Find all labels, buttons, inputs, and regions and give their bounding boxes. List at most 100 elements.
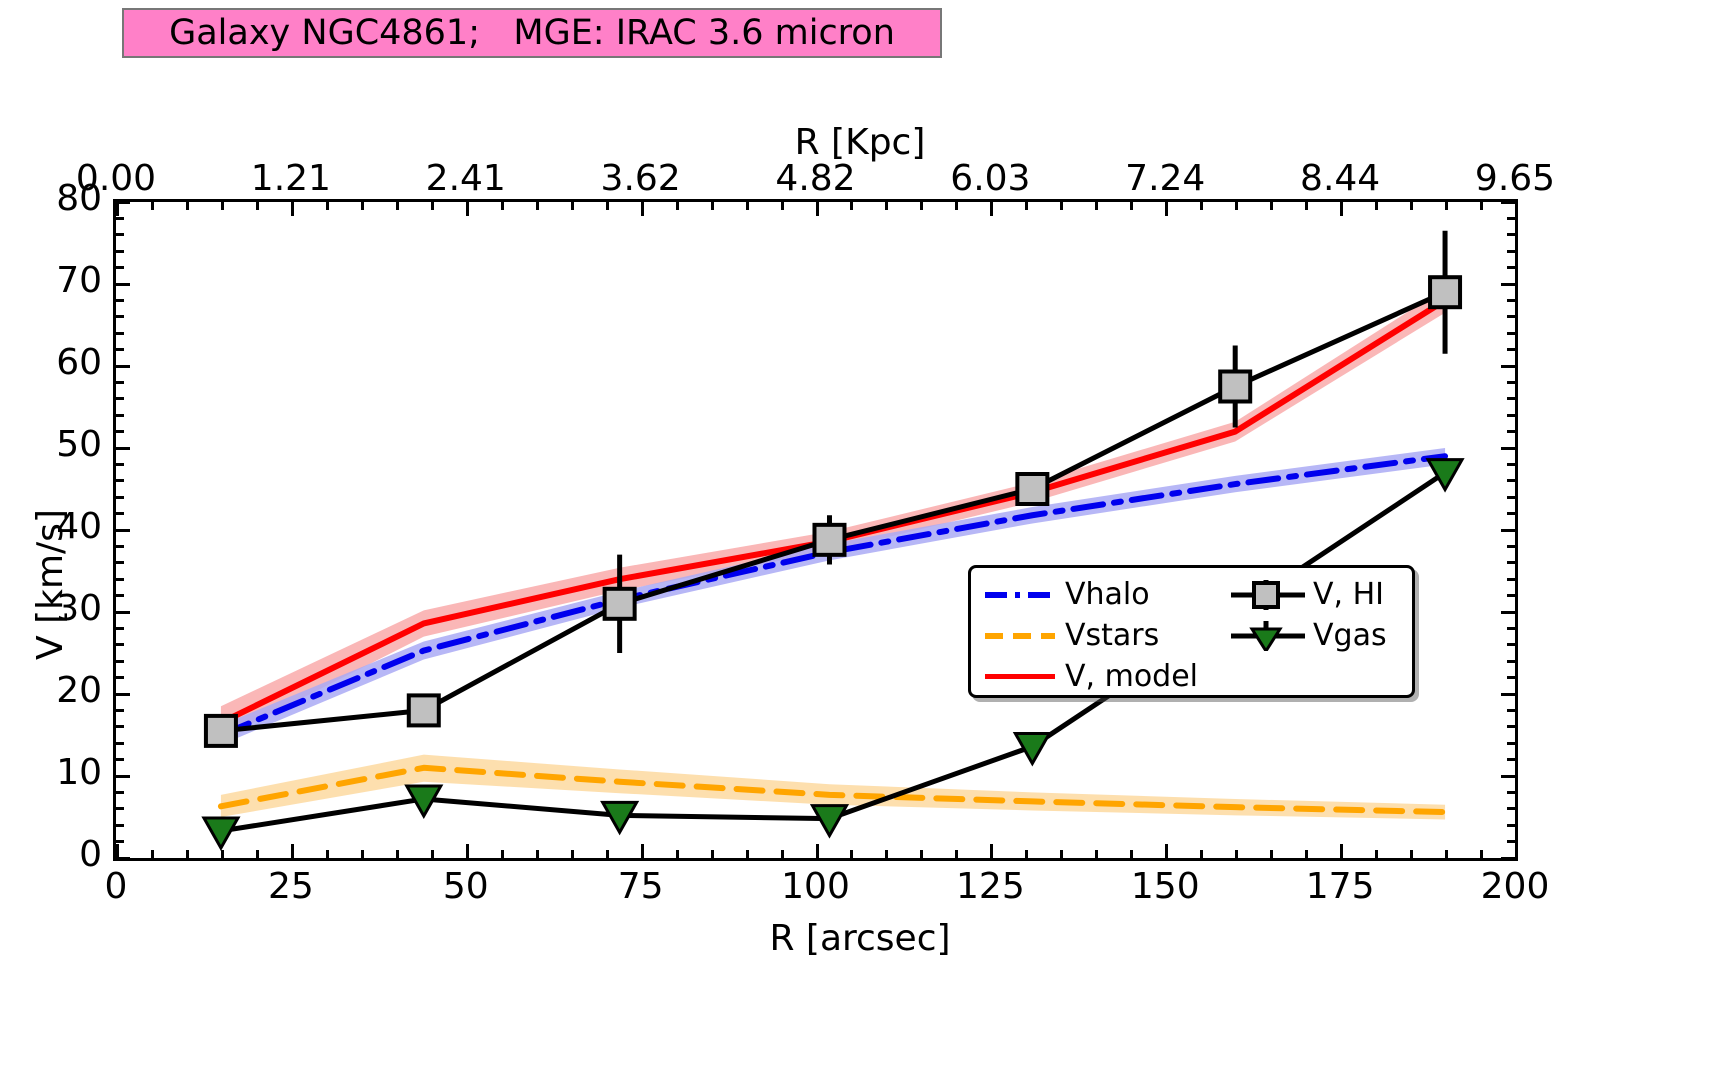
tick-mark	[1507, 479, 1515, 483]
tick-mark	[710, 850, 714, 858]
tick-mark	[955, 850, 959, 858]
tick-mark	[116, 216, 124, 220]
tick-mark	[116, 266, 124, 270]
tick-mark	[500, 202, 504, 210]
tick-mark	[116, 725, 124, 729]
tick-mark	[675, 850, 679, 858]
tick-label: 4.82	[775, 158, 856, 199]
legend-label: Vhalo	[1065, 577, 1150, 612]
tick-mark	[1501, 774, 1515, 778]
tick-mark	[395, 850, 399, 858]
tick-mark	[815, 202, 819, 216]
tick-mark	[116, 758, 124, 762]
legend-swatch	[981, 662, 1059, 692]
tick-mark	[465, 202, 469, 216]
tick-mark	[116, 544, 124, 548]
tick-mark	[116, 512, 124, 516]
tick-mark	[116, 676, 124, 680]
tick-mark	[1507, 725, 1515, 729]
tick-label: 175	[1305, 866, 1375, 907]
tick-mark	[325, 202, 329, 210]
tick-mark	[1507, 348, 1515, 352]
tick-mark	[1375, 202, 1379, 210]
tick-mark	[1507, 840, 1515, 844]
legend-line-dashed	[985, 632, 1055, 639]
tick-mark	[116, 807, 124, 811]
tick-mark	[1235, 850, 1239, 858]
tick-mark	[1501, 200, 1515, 204]
band-vhalo	[220, 448, 1446, 745]
legend-item: Vgas	[1229, 615, 1409, 656]
tick-label: 8.44	[1300, 158, 1381, 199]
legend-marker-triangle	[1231, 620, 1305, 654]
legend-label: V, model	[1065, 659, 1199, 694]
tick-label: 9.65	[1474, 158, 1556, 199]
tick-mark	[116, 315, 124, 319]
tick-mark	[116, 643, 124, 647]
tick-mark	[325, 850, 329, 858]
tick-mark	[990, 202, 994, 216]
legend-item: Vhalo	[981, 574, 1221, 615]
tick-mark	[116, 495, 124, 499]
tick-mark	[1480, 202, 1484, 210]
tick-mark	[1305, 202, 1309, 210]
tick-mark	[1501, 610, 1515, 614]
tick-mark	[1095, 202, 1099, 210]
tick-mark	[430, 850, 434, 858]
tick-mark	[1507, 331, 1515, 335]
tick-mark	[1340, 202, 1344, 216]
tick-mark	[1507, 430, 1515, 434]
tick-mark	[780, 850, 784, 858]
tick-mark	[1501, 692, 1515, 696]
legend-item: Vstars	[981, 615, 1221, 656]
tick-label: 80	[56, 178, 102, 219]
tick-mark	[640, 202, 644, 216]
tick-mark	[290, 844, 294, 858]
tick-label: 1.21	[250, 158, 331, 199]
tick-mark	[1410, 850, 1414, 858]
tick-mark	[1507, 397, 1515, 401]
tick-mark	[1507, 594, 1515, 598]
tick-mark	[116, 331, 124, 335]
vgas-line	[220, 470, 1447, 834]
tick-mark	[850, 202, 854, 210]
tick-mark	[710, 202, 714, 210]
tick-mark	[920, 850, 924, 858]
tick-mark	[1235, 202, 1239, 210]
tick-mark	[116, 708, 124, 712]
tick-label: 100	[781, 866, 850, 907]
tick-mark	[885, 202, 889, 210]
vhi-marker-square	[1218, 369, 1253, 404]
figure-title-banner: Galaxy NGC4861; MGE: IRAC 3.6 micron	[122, 8, 942, 58]
vhi-marker-square	[1015, 472, 1050, 506]
tick-mark	[150, 850, 154, 858]
tick-mark	[1375, 850, 1379, 858]
tick-label: 50	[442, 866, 489, 907]
vhi-marker-square	[203, 713, 238, 748]
tick-mark	[570, 202, 574, 210]
tick-label: 0.00	[75, 158, 157, 199]
tick-label: 150	[1130, 866, 1200, 907]
tick-mark	[395, 202, 399, 210]
tick-mark	[116, 479, 124, 483]
tick-mark	[1305, 850, 1309, 858]
tick-mark	[1507, 233, 1515, 237]
tick-mark	[605, 850, 609, 858]
tick-label: 20	[56, 670, 102, 711]
tick-label: 2.41	[425, 158, 506, 199]
tick-mark	[1507, 512, 1515, 516]
line-vstars	[217, 764, 1449, 816]
tick-mark	[1130, 202, 1134, 210]
tick-mark	[116, 298, 124, 302]
tick-mark	[1507, 823, 1515, 827]
tick-mark	[1507, 495, 1515, 499]
tick-mark	[220, 202, 224, 210]
tick-mark	[1200, 202, 1204, 210]
vgas-marker-triangle	[600, 800, 640, 836]
tick-mark	[1507, 380, 1515, 384]
tick-mark	[116, 233, 124, 237]
legend-line-solid	[985, 674, 1055, 679]
tick-mark	[116, 561, 124, 565]
tick-mark	[1507, 741, 1515, 745]
plot-area	[113, 199, 1518, 861]
